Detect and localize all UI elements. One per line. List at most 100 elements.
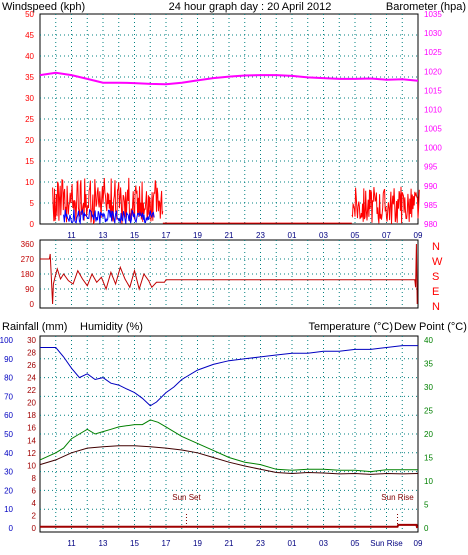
wind-gust-line	[63, 208, 155, 225]
temperature-ticks: 0 5 10 15 20 25 30 35 40	[424, 336, 433, 533]
temperature-tick-label: 10	[424, 477, 433, 486]
rainfall-tick-label: 16	[27, 424, 36, 433]
barometer-tick-label: 1035	[424, 10, 442, 19]
rainfall-tick-label: 28	[27, 349, 36, 358]
humidity-tick-label: 30	[4, 468, 13, 477]
temperature-humidity-series	[39, 345, 419, 529]
direction-tick-label: 0	[30, 300, 35, 309]
windspeed-tick-label: 40	[25, 52, 34, 61]
wind-direction-series	[40, 243, 418, 305]
direction-degree-ticks: 0 90 180 270 360	[21, 240, 35, 309]
barometer-tick-label: 1010	[424, 105, 442, 114]
compass-label: N	[432, 301, 440, 313]
wind-barometer-grid	[40, 14, 418, 224]
time-tick-label: 01	[288, 231, 297, 240]
barometer-tick-label: 985	[424, 201, 438, 210]
compass-label: E	[432, 286, 439, 298]
time-tick-label: 05	[351, 231, 360, 240]
humidity-line	[40, 345, 418, 407]
barometer-tick-label: 1005	[424, 125, 442, 134]
humidity-tick-label: 20	[4, 486, 13, 495]
wind-direction-grid	[40, 240, 418, 308]
temperature-humidity-time-ticks: 11 13 15 17 19 21 23 01 03 05 Sun Rise 09	[67, 539, 423, 548]
time-tick-label: 17	[162, 539, 171, 548]
rainfall-tick-label: 26	[27, 361, 36, 370]
windspeed-tick-label: 20	[25, 136, 34, 145]
sunset-label: Sun Set	[172, 493, 201, 502]
windspeed-tick-label: 50	[25, 10, 34, 19]
wind-barometer-time-ticks: 11 13 15 17 19 21 23 01 03 05 07 09	[67, 231, 423, 240]
barometer-axis-title: Barometer (hpa)	[386, 1, 466, 13]
wind-direction-line	[40, 243, 418, 305]
windspeed-tick-label: 30	[25, 94, 34, 103]
rainfall-tick-label: 4	[32, 499, 37, 508]
temperature-tick-label: 35	[424, 360, 433, 369]
barometer-tick-label: 1000	[424, 144, 442, 153]
compass-label: S	[432, 271, 439, 283]
time-tick-label: 07	[382, 231, 391, 240]
temperature-line	[39, 419, 418, 473]
windspeed-tick-label: 45	[25, 31, 34, 40]
direction-tick-label: 360	[21, 240, 35, 249]
time-tick-label: 21	[225, 539, 234, 548]
rainfall-tick-label: 14	[27, 436, 36, 445]
windspeed-ticks: 0 5 10 15 20 25 30 35 40 45 50	[25, 10, 34, 229]
temperature-tick-label: 40	[424, 336, 433, 345]
barometer-tick-label: 995	[424, 163, 438, 172]
time-tick-label: 13	[99, 231, 108, 240]
rainfall-tick-label: 6	[32, 486, 37, 495]
barometer-tick-label: 990	[424, 182, 438, 191]
humidity-tick-label: 90	[4, 355, 13, 364]
sunrise-label: Sun Rise	[381, 493, 414, 502]
time-tick-label: 09	[414, 231, 423, 240]
humidity-tick-label: 60	[4, 411, 13, 420]
time-tick-label: 19	[193, 539, 202, 548]
humidity-ticks: 0 10 20 30 40 50 60 70 80 90 100	[0, 336, 14, 533]
direction-tick-label: 180	[21, 270, 35, 279]
temperature-tick-label: 15	[424, 454, 433, 463]
barometer-tick-label: 1015	[424, 86, 442, 95]
temperature-tick-label: 5	[424, 501, 429, 510]
time-tick-label: 23	[256, 231, 265, 240]
temperature-tick-label: 25	[424, 407, 433, 416]
barometer-line	[39, 71, 419, 86]
barometer-ticks: 980 985 990 995 1000 1005 1010 1015 1020 1025 1030…	[424, 10, 442, 229]
time-tick-label: 01	[288, 539, 297, 548]
compass-label: N	[432, 241, 440, 253]
direction-tick-label: 90	[25, 285, 34, 294]
windspeed-line	[52, 177, 164, 225]
time-tick-label: 03	[319, 539, 328, 548]
windspeed-tick-label: 15	[25, 157, 34, 166]
temperature-tick-label: 30	[424, 383, 433, 392]
windspeed-tick-label: 10	[25, 178, 34, 187]
time-tick-label: 11	[67, 231, 76, 240]
windspeed-tick-label: 35	[25, 73, 34, 82]
time-tick-label: Sun Rise	[370, 539, 403, 548]
windspeed-tick-label: 25	[25, 115, 34, 124]
compass-label: W	[432, 256, 443, 268]
time-tick-label: 11	[67, 539, 76, 548]
windspeed-tick-label: 5	[30, 199, 35, 208]
time-tick-label: 17	[162, 231, 171, 240]
barometer-tick-label: 1025	[424, 48, 442, 57]
temperature-tick-label: 0	[424, 524, 429, 533]
time-tick-label: 21	[225, 231, 234, 240]
graph-title: 24 hour graph day : 20 April 2012	[169, 1, 332, 13]
humidity-tick-label: 80	[4, 374, 13, 383]
rainfall-tick-label: 22	[27, 386, 36, 395]
rainfall-tick-label: 30	[27, 336, 36, 345]
wind-barometer-series	[39, 71, 420, 225]
rainfall-tick-label: 8	[32, 474, 37, 483]
humidity-tick-label: 50	[4, 430, 13, 439]
rainfall-tick-label: 24	[27, 374, 36, 383]
dewpoint-line	[39, 445, 419, 475]
humidity-tick-label: 0	[9, 524, 14, 533]
humidity-tick-label: 10	[4, 505, 13, 514]
direction-tick-label: 270	[21, 255, 35, 264]
time-tick-label: 15	[130, 231, 139, 240]
humidity-tick-label: 40	[4, 449, 13, 458]
